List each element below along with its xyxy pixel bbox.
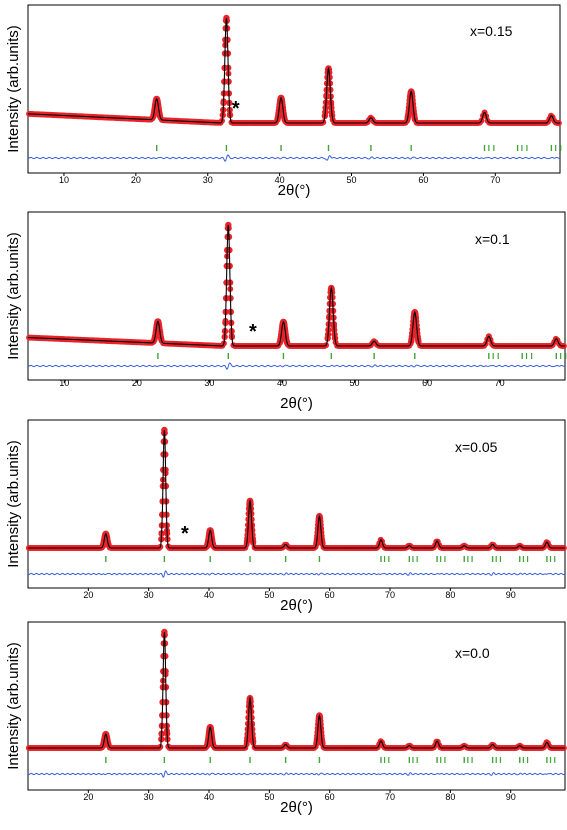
- x-tick-label: 70: [385, 792, 395, 802]
- x-tick-label: 60: [418, 175, 428, 185]
- series-ycalc: [28, 17, 560, 124]
- impurity-marker: *: [181, 523, 189, 545]
- series-difference: [27, 154, 561, 162]
- x-tick-label: 40: [277, 378, 287, 388]
- x-tick-label: 30: [203, 175, 213, 185]
- y-axis-label: Intensity (arb.units): [5, 232, 22, 360]
- x-tick-label: 50: [347, 175, 357, 185]
- x-tick-label: 80: [445, 590, 455, 600]
- composition-label: x=0.05: [455, 439, 498, 455]
- x-tick-label: 60: [422, 378, 432, 388]
- x-tick-label: 40: [204, 792, 214, 802]
- x-tick-label: 10: [59, 378, 69, 388]
- x-tick-label: 20: [83, 590, 93, 600]
- x-tick-label: 70: [495, 378, 505, 388]
- series-bragg-positions: [157, 353, 567, 359]
- impurity-marker: *: [232, 98, 240, 120]
- series-bragg-positions: [155, 145, 562, 151]
- plot-frame: [27, 211, 566, 381]
- x-tick-label: 90: [506, 792, 516, 802]
- series-ycalc: [28, 631, 565, 749]
- x-tick-label: 50: [264, 792, 274, 802]
- x-tick-label: 30: [204, 378, 214, 388]
- xrd-panel-4: 20 30 40 50 60 70 80 90 2θ(°) Intensity (arb.unit…: [5, 621, 567, 816]
- x-tick-label: 60: [325, 792, 335, 802]
- series-ycalc: [28, 429, 565, 549]
- x-axis-label: 2θ(°): [280, 597, 313, 614]
- series-bragg-positions: [105, 556, 556, 562]
- series-difference: [27, 770, 566, 778]
- xrd-panel-2: 10 20 30 40 50 60 70 2θ(°) Intensity (arb.units)…: [5, 211, 567, 412]
- plot-frame: [27, 419, 566, 589]
- series-ycalc: [28, 224, 565, 347]
- composition-label: x=0.1: [475, 231, 510, 247]
- plot-frame: [27, 4, 561, 174]
- x-tick-label: 40: [204, 590, 214, 600]
- x-axis-label: 2θ(°): [280, 395, 313, 412]
- y-axis-label: Intensity (arb.units): [5, 440, 22, 568]
- x-tick-label: 40: [275, 175, 285, 185]
- x-tick-label: 30: [144, 590, 154, 600]
- series-difference: [27, 570, 566, 578]
- composition-label: x=0.15: [470, 23, 513, 39]
- x-tick-label: 50: [350, 378, 360, 388]
- x-tick-label: 50: [264, 590, 274, 600]
- x-axis-label: 2θ(°): [280, 799, 313, 816]
- xrd-panel-1: 10 20 30 40 50 60 70 2θ(°) Intensity (arb.units)…: [5, 4, 562, 199]
- xrd-panel-3: 20 30 40 50 60 70 80 90 2θ(°) Intensity (arb.unit…: [5, 419, 567, 614]
- x-tick-label: 80: [445, 792, 455, 802]
- x-tick-label: 20: [132, 378, 142, 388]
- x-tick-label: 70: [490, 175, 500, 185]
- composition-label: x=0.0: [455, 645, 490, 661]
- y-axis-label: Intensity (arb.units): [5, 25, 22, 153]
- series-bragg-positions: [105, 757, 556, 763]
- series-yobs: [26, 221, 567, 349]
- x-tick-label: 90: [506, 590, 516, 600]
- x-tick-label: 10: [59, 175, 69, 185]
- x-tick-label: 30: [144, 792, 154, 802]
- impurity-marker: *: [249, 321, 257, 343]
- x-tick-label: 20: [131, 175, 141, 185]
- plot-frame: [27, 621, 566, 791]
- x-axis-label: 2θ(°): [278, 182, 311, 199]
- series-difference: [27, 362, 566, 370]
- x-tick-label: 70: [385, 590, 395, 600]
- x-tick-label: 60: [325, 590, 335, 600]
- y-axis-label: Intensity (arb.units): [5, 642, 22, 770]
- x-tick-label: 20: [83, 792, 93, 802]
